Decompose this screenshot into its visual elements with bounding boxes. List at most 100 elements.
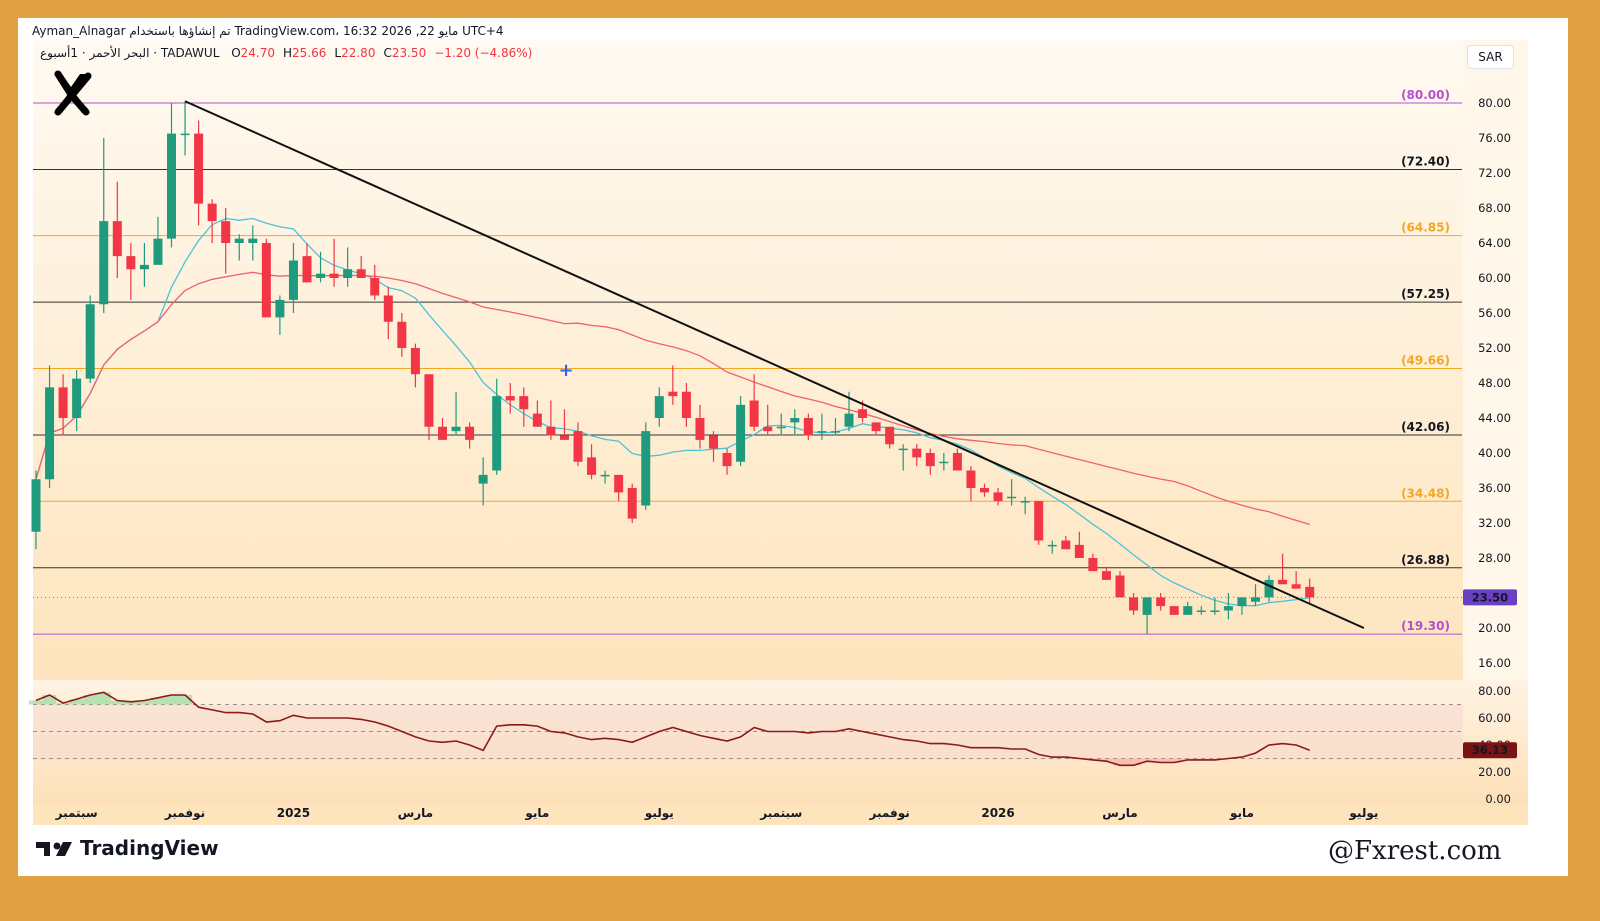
price-tick-label: 80.00 — [1478, 96, 1511, 110]
time-tick-label: مارس — [398, 806, 433, 820]
price-tick-label: 64.00 — [1478, 236, 1511, 250]
x-logo — [54, 70, 92, 116]
price-tick-label: 20.00 — [1478, 621, 1511, 635]
candle-body — [1156, 597, 1166, 607]
candle-body — [1115, 575, 1125, 598]
candle-body — [1278, 579, 1288, 585]
price-tick-label: 76.00 — [1478, 131, 1511, 145]
candle-body — [763, 426, 773, 432]
candle-body — [573, 431, 583, 462]
candle-body — [221, 221, 231, 243]
rsi-tick-label: 20.00 — [1478, 765, 1511, 779]
candle-body — [329, 273, 339, 278]
rsi-value-tag — [1463, 742, 1517, 759]
candle-body — [397, 321, 407, 348]
candle-body — [275, 299, 285, 318]
candle-body — [465, 426, 475, 440]
candle-body — [1047, 544, 1057, 547]
trendline — [184, 100, 1365, 629]
time-tick-label: يوليو — [1348, 806, 1378, 821]
candle-body — [722, 453, 732, 467]
candle-body — [383, 295, 393, 322]
header-line1: Ayman_Alnagar تم إنشاؤها باستخدام Tradin… — [32, 24, 504, 38]
candle-body — [1237, 597, 1247, 607]
trendline-layer[interactable] — [184, 100, 1365, 629]
candle-body — [587, 457, 597, 475]
candle-body — [817, 431, 827, 433]
candle-body — [234, 238, 244, 243]
candle-body — [627, 488, 637, 519]
candle-body — [519, 396, 529, 410]
candle-body — [207, 203, 217, 222]
time-tick-label: مايو — [524, 806, 549, 821]
price-axis[interactable]: 80.00 76.00 72.00 68.00 64.00 60.00 56.00 52.00… — [1478, 96, 1511, 670]
candle-body — [885, 426, 895, 445]
candle-body — [695, 418, 705, 440]
ohlc-change: −1.20 (−4.86%) — [434, 46, 533, 60]
candle-body — [654, 396, 664, 418]
tradingview-label: TradingView — [80, 836, 219, 860]
candle-body — [302, 256, 312, 283]
candle-body — [410, 348, 420, 375]
fib-label: (80.00) — [1401, 88, 1450, 102]
fib-label: (49.66) — [1401, 353, 1450, 367]
fib-label: (57.25) — [1401, 287, 1450, 301]
candle-body — [925, 453, 935, 467]
candle-body — [1305, 586, 1315, 598]
price-tags: 23.50 36.13 + — [558, 360, 1517, 759]
candle-body — [532, 413, 542, 427]
candle-body — [153, 238, 163, 265]
candle-body — [248, 238, 258, 243]
candle-body — [31, 479, 41, 532]
candle-body — [438, 426, 447, 440]
candle-body — [546, 426, 556, 436]
rsi-tick-label: 60.00 — [1478, 711, 1511, 725]
candle-body — [72, 378, 82, 418]
candle-body — [194, 133, 204, 204]
candle-body — [343, 269, 353, 278]
price-pane-background — [33, 40, 1463, 680]
candle-body — [316, 273, 326, 278]
fib-label: (26.88) — [1401, 553, 1450, 567]
candle-body — [1142, 597, 1152, 615]
time-tick-label: سبتمبر — [55, 806, 98, 820]
candle-body — [776, 426, 786, 429]
ohlc-l: L22.80 — [334, 46, 376, 60]
candle-body — [505, 396, 515, 401]
time-tick-label: مايو — [1229, 806, 1254, 821]
candle-body — [1210, 610, 1220, 612]
candle-body — [424, 374, 434, 427]
price-axis-background — [1463, 40, 1528, 680]
time-axis[interactable]: سبتمبر نوفمبر 2025 مارس مايو يوليو سبتمبر نوفمب… — [55, 806, 1379, 821]
candle-body — [180, 133, 190, 136]
time-axis-background — [33, 805, 1528, 825]
rsi-value-label: 36.13 — [1472, 743, 1508, 757]
candle-body — [668, 391, 678, 397]
candle-body — [139, 264, 149, 270]
fib-label: (34.48) — [1401, 486, 1450, 500]
symbol-label: البحر الأحمر · 1أسبوع · TADAWUL — [40, 46, 220, 60]
ohlc-o: O24.70 — [231, 46, 276, 60]
candle-body — [1291, 584, 1301, 589]
cross-marker-icon: + — [558, 360, 573, 381]
candle-body — [126, 256, 136, 270]
price-tick-label: 16.00 — [1478, 656, 1511, 670]
candle-body — [451, 426, 461, 432]
rsi-line — [35, 691, 1310, 767]
candle-body — [858, 409, 868, 418]
candle-body — [803, 418, 813, 436]
tradingview-logo: TradingView — [36, 836, 219, 862]
candle-body — [993, 492, 1003, 502]
candle-body — [261, 243, 271, 318]
ma-slow-line — [35, 271, 1310, 526]
currency-button[interactable]: SAR — [1467, 45, 1514, 69]
time-tick-label: 2025 — [277, 806, 310, 820]
time-tick-label: مارس — [1102, 806, 1137, 820]
price-tick-label: 60.00 — [1478, 271, 1511, 285]
ohlc-c: C23.50 — [383, 46, 427, 60]
candle-body — [85, 304, 95, 379]
candle-body — [1264, 579, 1274, 598]
candle-body — [356, 269, 366, 278]
candle-body — [1196, 610, 1206, 612]
